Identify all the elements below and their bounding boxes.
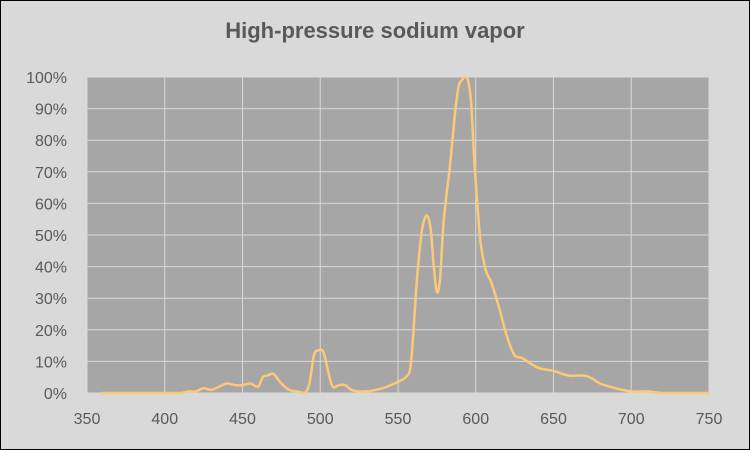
y-tick-label: 0% [44, 386, 67, 403]
x-tick-label: 600 [462, 411, 489, 428]
y-tick-label: 60% [35, 196, 67, 213]
y-tick-label: 90% [35, 102, 67, 119]
y-tick-label: 100% [26, 70, 67, 87]
y-tick-label: 50% [35, 228, 67, 245]
x-tick-label: 650 [540, 411, 567, 428]
x-tick-label: 700 [618, 411, 645, 428]
x-tick-label: 350 [74, 411, 101, 428]
x-axis-ticks: 350 400 450 500 550 600 650 700 750 [74, 411, 723, 428]
y-tick-label: 70% [35, 165, 67, 182]
chart-title: High-pressure sodium vapor [225, 18, 525, 43]
x-tick-label: 500 [307, 411, 334, 428]
y-axis-ticks: 0% 10% 20% 30% 40% 50% 60% 70% 80% 90% 100% [26, 70, 67, 403]
y-tick-label: 30% [35, 291, 67, 308]
x-tick-label: 450 [229, 411, 256, 428]
y-tick-label: 80% [35, 133, 67, 150]
x-tick-label: 400 [151, 411, 178, 428]
gridlines [86, 76, 710, 394]
y-tick-label: 40% [35, 260, 67, 277]
y-tick-label: 10% [35, 354, 67, 371]
x-tick-label: 550 [385, 411, 412, 428]
x-tick-label: 750 [696, 411, 723, 428]
series-line [101, 75, 711, 395]
y-tick-label: 20% [35, 323, 67, 340]
